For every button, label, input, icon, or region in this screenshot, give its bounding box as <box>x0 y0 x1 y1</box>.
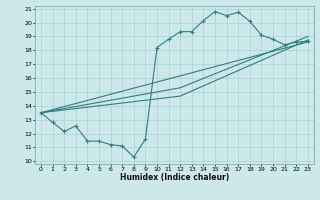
X-axis label: Humidex (Indice chaleur): Humidex (Indice chaleur) <box>120 173 229 182</box>
